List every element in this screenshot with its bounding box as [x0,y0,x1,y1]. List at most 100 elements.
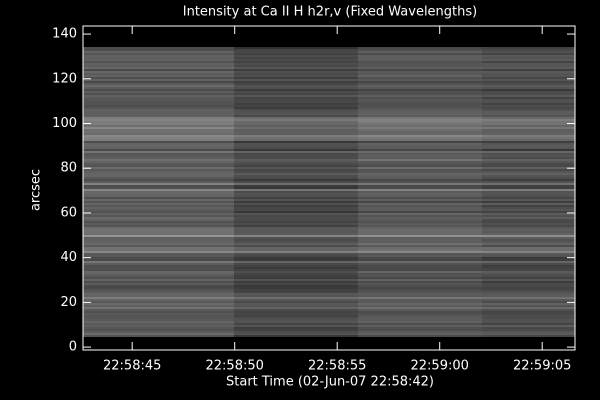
image-row [482,247,575,249]
image-row [358,297,482,299]
image-row [358,117,482,119]
image-row [234,255,358,257]
image-row [234,237,358,239]
image-row [234,325,358,327]
image-row [358,233,482,235]
image-row [358,139,482,141]
image-row [358,179,482,181]
image-row [83,181,234,183]
image-row [83,201,234,203]
image-row [358,55,482,57]
image-row [482,315,575,317]
image-row [234,253,358,255]
image-row [83,189,234,191]
image-row [482,155,575,157]
image-row [234,211,358,213]
image-row [358,113,482,115]
image-row [83,235,234,237]
image-row [482,77,575,79]
image-row [234,115,358,117]
image-row [83,299,234,301]
chart-title: Intensity at Ca II H h2r,v (Fixed Wavele… [183,5,477,20]
image-row [234,171,358,173]
image-row [234,119,358,121]
image-row [358,163,482,165]
image-row [83,271,234,273]
image-row [482,193,575,195]
image-row [482,335,575,337]
image-row [358,257,482,259]
image-row [234,97,358,99]
image-row [234,265,358,267]
image-row [234,83,358,85]
image-row [482,207,575,209]
image-row [482,311,575,313]
image-row [358,323,482,325]
image-row [482,181,575,183]
image-row [482,237,575,239]
image-row [83,305,234,307]
image-row [482,223,575,225]
image-row [482,287,575,289]
image-row [234,101,358,103]
image-row [482,79,575,81]
image-row [482,303,575,305]
image-row [83,61,234,63]
image-row [83,273,234,275]
image-row [482,51,575,53]
image-row [358,91,482,93]
image-row [482,129,575,131]
image-row [234,169,358,171]
image-row [234,127,358,129]
image-row [83,147,234,149]
image-row [482,215,575,217]
image-row [358,141,482,143]
image-row [358,231,482,233]
image-row [234,305,358,307]
image-row [234,307,358,309]
image-row [482,283,575,285]
image-row [83,247,234,249]
image-row [234,123,358,125]
image-row [83,167,234,169]
image-row [358,245,482,247]
image-row [482,123,575,125]
image-row [234,141,358,143]
image-row [482,201,575,203]
image-row [358,281,482,283]
image-row [83,249,234,251]
image-row [358,253,482,255]
image-row [482,113,575,115]
image-row [482,219,575,221]
image-row [83,53,234,55]
image-row [234,217,358,219]
image-row [234,85,358,87]
image-row [234,125,358,127]
image-row [234,219,358,221]
image-row [482,149,575,151]
image-row [83,193,234,195]
image-row [482,277,575,279]
image-row [83,91,234,93]
image-row [358,161,482,163]
image-row [83,291,234,293]
image-row [358,93,482,95]
image-row [482,323,575,325]
image-row [234,275,358,277]
image-row [358,219,482,221]
image-row [358,287,482,289]
image-row [482,243,575,245]
image-row [83,217,234,219]
image-row [358,61,482,63]
image-row [83,47,234,49]
image-row [482,99,575,101]
x-tick-label: 22:59:05 [513,359,571,374]
image-row [358,293,482,295]
image-row [482,285,575,287]
image-row [482,167,575,169]
image-row [234,165,358,167]
image-row [482,49,575,51]
image-row [358,201,482,203]
image-row [234,291,358,293]
